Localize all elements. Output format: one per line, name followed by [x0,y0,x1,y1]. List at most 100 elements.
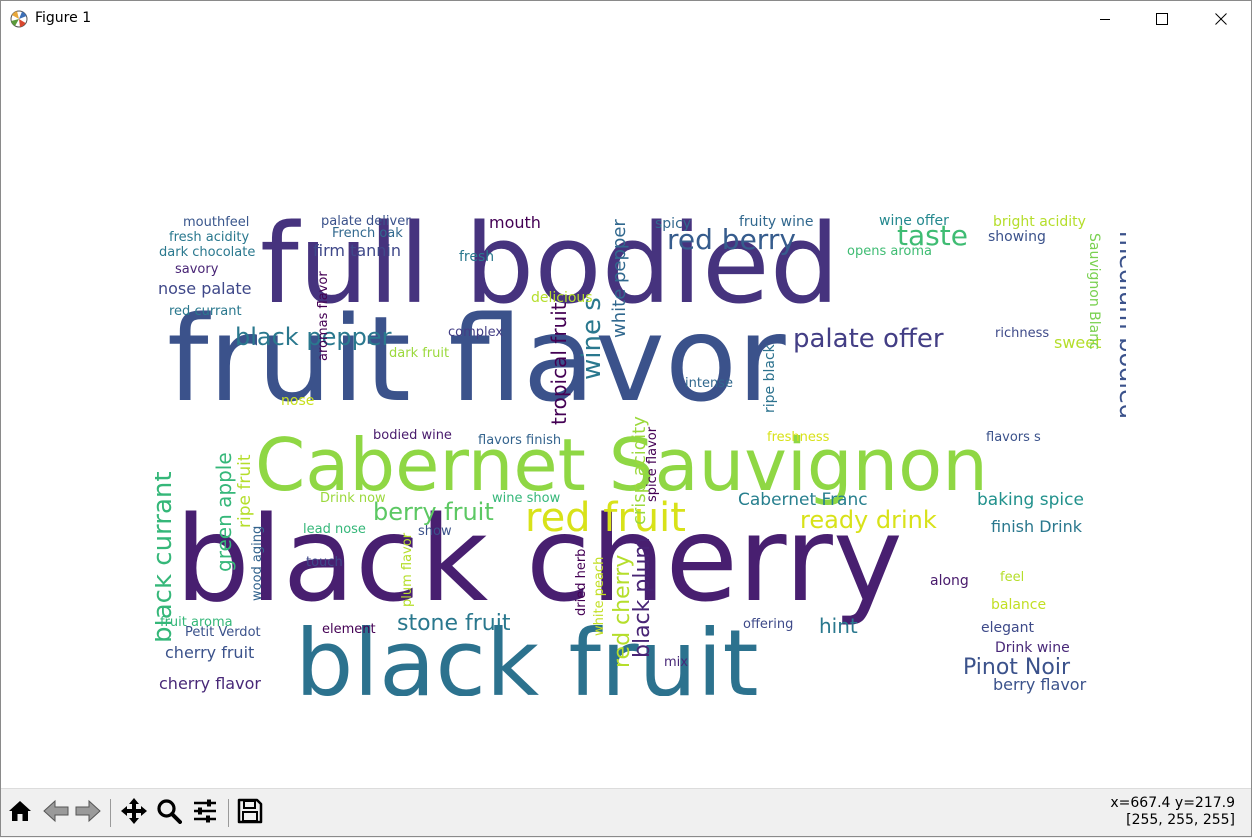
wordcloud-word: nose palate [158,279,252,298]
wordcloud-word: Petit Verdot [185,625,261,640]
wordcloud-word: red currant [169,304,242,319]
wordcloud-word: ripe fruit [235,454,255,528]
wordcloud-word: Sauvignon Blanc [1086,233,1102,350]
maximize-button[interactable] [1139,0,1185,38]
cursor-coordinates: x=667.4 y=217.9 [1110,795,1235,811]
wordcloud-word: white pepper [609,219,630,338]
wordcloud-word: Cabernet Sauvignon [255,423,988,507]
wordcloud-word: fruit flavor [167,290,786,428]
configure-button[interactable] [189,797,221,829]
zoom-icon [156,798,182,828]
window-title: Figure 1 [35,10,92,26]
cursor-readout: x=667.4 y=217.9 [255, 255, 255] [1110,795,1235,829]
navigation-toolbar: x=667.4 y=217.9 [255, 255, 255] [0,788,1252,838]
wordcloud-word: dried herb [574,549,589,616]
wordcloud-word: element [322,622,376,637]
wordcloud-word: elegant [981,620,1034,636]
wordcloud-word: black currant [155,471,178,643]
back-button[interactable] [40,797,72,829]
wordcloud-word: fruity wine [739,214,814,230]
wordcloud-word: touch [306,555,343,570]
move-icon [120,797,148,829]
wordcloud-word: sweet [1054,333,1101,352]
wordcloud-word: green apple [212,452,236,572]
wordcloud-word: hint [819,614,858,638]
wordcloud-word: along [930,573,969,589]
wordcloud-word: palate offer [793,324,944,354]
wordcloud-word: medium bodied [1114,231,1126,419]
save-button[interactable] [234,797,266,829]
wordcloud-word: French oak [332,226,403,241]
wordcloud-word: freshness [767,430,830,445]
wordcloud-word: red berry [667,223,796,256]
wordcloud-word: black plum [630,537,655,658]
wordcloud-word: stone fruit [397,611,511,636]
forward-button[interactable] [72,797,104,829]
home-icon [7,798,33,828]
wordcloud-word: fresh [459,249,494,265]
wordcloud-word: Pinot Noir [963,655,1071,680]
sliders-icon [192,798,218,828]
wordcloud-word: spice flavor [645,426,660,502]
wordcloud-word: nose [281,393,314,409]
pixel-value: [255, 255, 255] [1126,812,1235,828]
back-arrow-icon [42,798,70,828]
wordcloud-word: wine s [577,297,607,380]
wordcloud-word: berry fruit [373,498,494,526]
wordcloud-word: red fruit [525,495,686,541]
maximize-icon [1156,10,1168,29]
minimize-icon [1099,10,1111,29]
matplotlib-icon [9,9,29,29]
wordcloud-word: wine offer [879,213,949,229]
wordcloud-word: balance [991,597,1046,613]
window-titlebar: Figure 1 [0,0,1252,38]
wordcloud-word: black pepper [235,323,392,351]
wordcloud-word: red cherry [610,555,635,668]
wordcloud-word: showing [988,229,1046,245]
wordcloud-word: plum flavor [400,532,415,607]
wordcloud-word: bright acidity [993,214,1086,230]
wordcloud-word: dark chocolate [159,245,255,260]
wordcloud-word: crisp acidity [629,416,650,525]
wordcloud-word: spicy [655,216,691,232]
wordcloud-word: intense [685,376,733,391]
wordcloud-word: taste [897,219,968,252]
wordcloud-word: ripe black [762,343,778,413]
wordcloud-word: cherry flavor [159,674,261,693]
wordcloud-word: flavors finish [478,433,561,448]
wordcloud-word: savory [175,262,219,277]
wordcloud-word: full bodied [260,200,840,328]
close-button[interactable] [1198,0,1244,38]
wordcloud-word: berry flavor [993,675,1087,694]
home-button[interactable] [4,797,36,829]
forward-arrow-icon [74,798,102,828]
figure-canvas[interactable]: fruit flavor full bodied black cherry black… [0,38,1252,788]
wordcloud-word: offering [743,617,793,632]
wordcloud-word: Drink wine [995,640,1070,656]
wordcloud-word: mouth [489,213,541,232]
wordcloud-word: delicious [531,290,593,306]
wordcloud-word: finish Drink [991,517,1083,536]
toolbar-separator [228,799,229,827]
minimize-button[interactable] [1082,0,1128,38]
wordcloud-word: complex [448,325,503,340]
save-icon [237,798,263,828]
wordcloud-word: wood aging [250,526,265,601]
pan-button[interactable] [118,797,150,829]
wordcloud-word: bodied wine [373,428,452,443]
wordcloud-word: black cherry [175,490,903,628]
wordcloud-word: white peach [592,557,607,636]
wordcloud-word: Drink now [320,491,386,506]
toolbar-separator [110,799,111,827]
wordcloud-word: opens aroma [847,244,932,259]
wordcloud-word: ready drink [800,506,937,534]
close-icon [1215,10,1227,29]
wordcloud-word: black fruit [295,610,759,696]
wordcloud-word: tropical fruit [547,302,571,425]
zoom-button[interactable] [153,797,185,829]
wordcloud-word: flavors s [986,430,1041,445]
wordcloud-word: richness [995,326,1049,341]
wordcloud-word: fresh acidity [169,230,249,245]
wordcloud-word: cherry fruit [165,643,254,662]
